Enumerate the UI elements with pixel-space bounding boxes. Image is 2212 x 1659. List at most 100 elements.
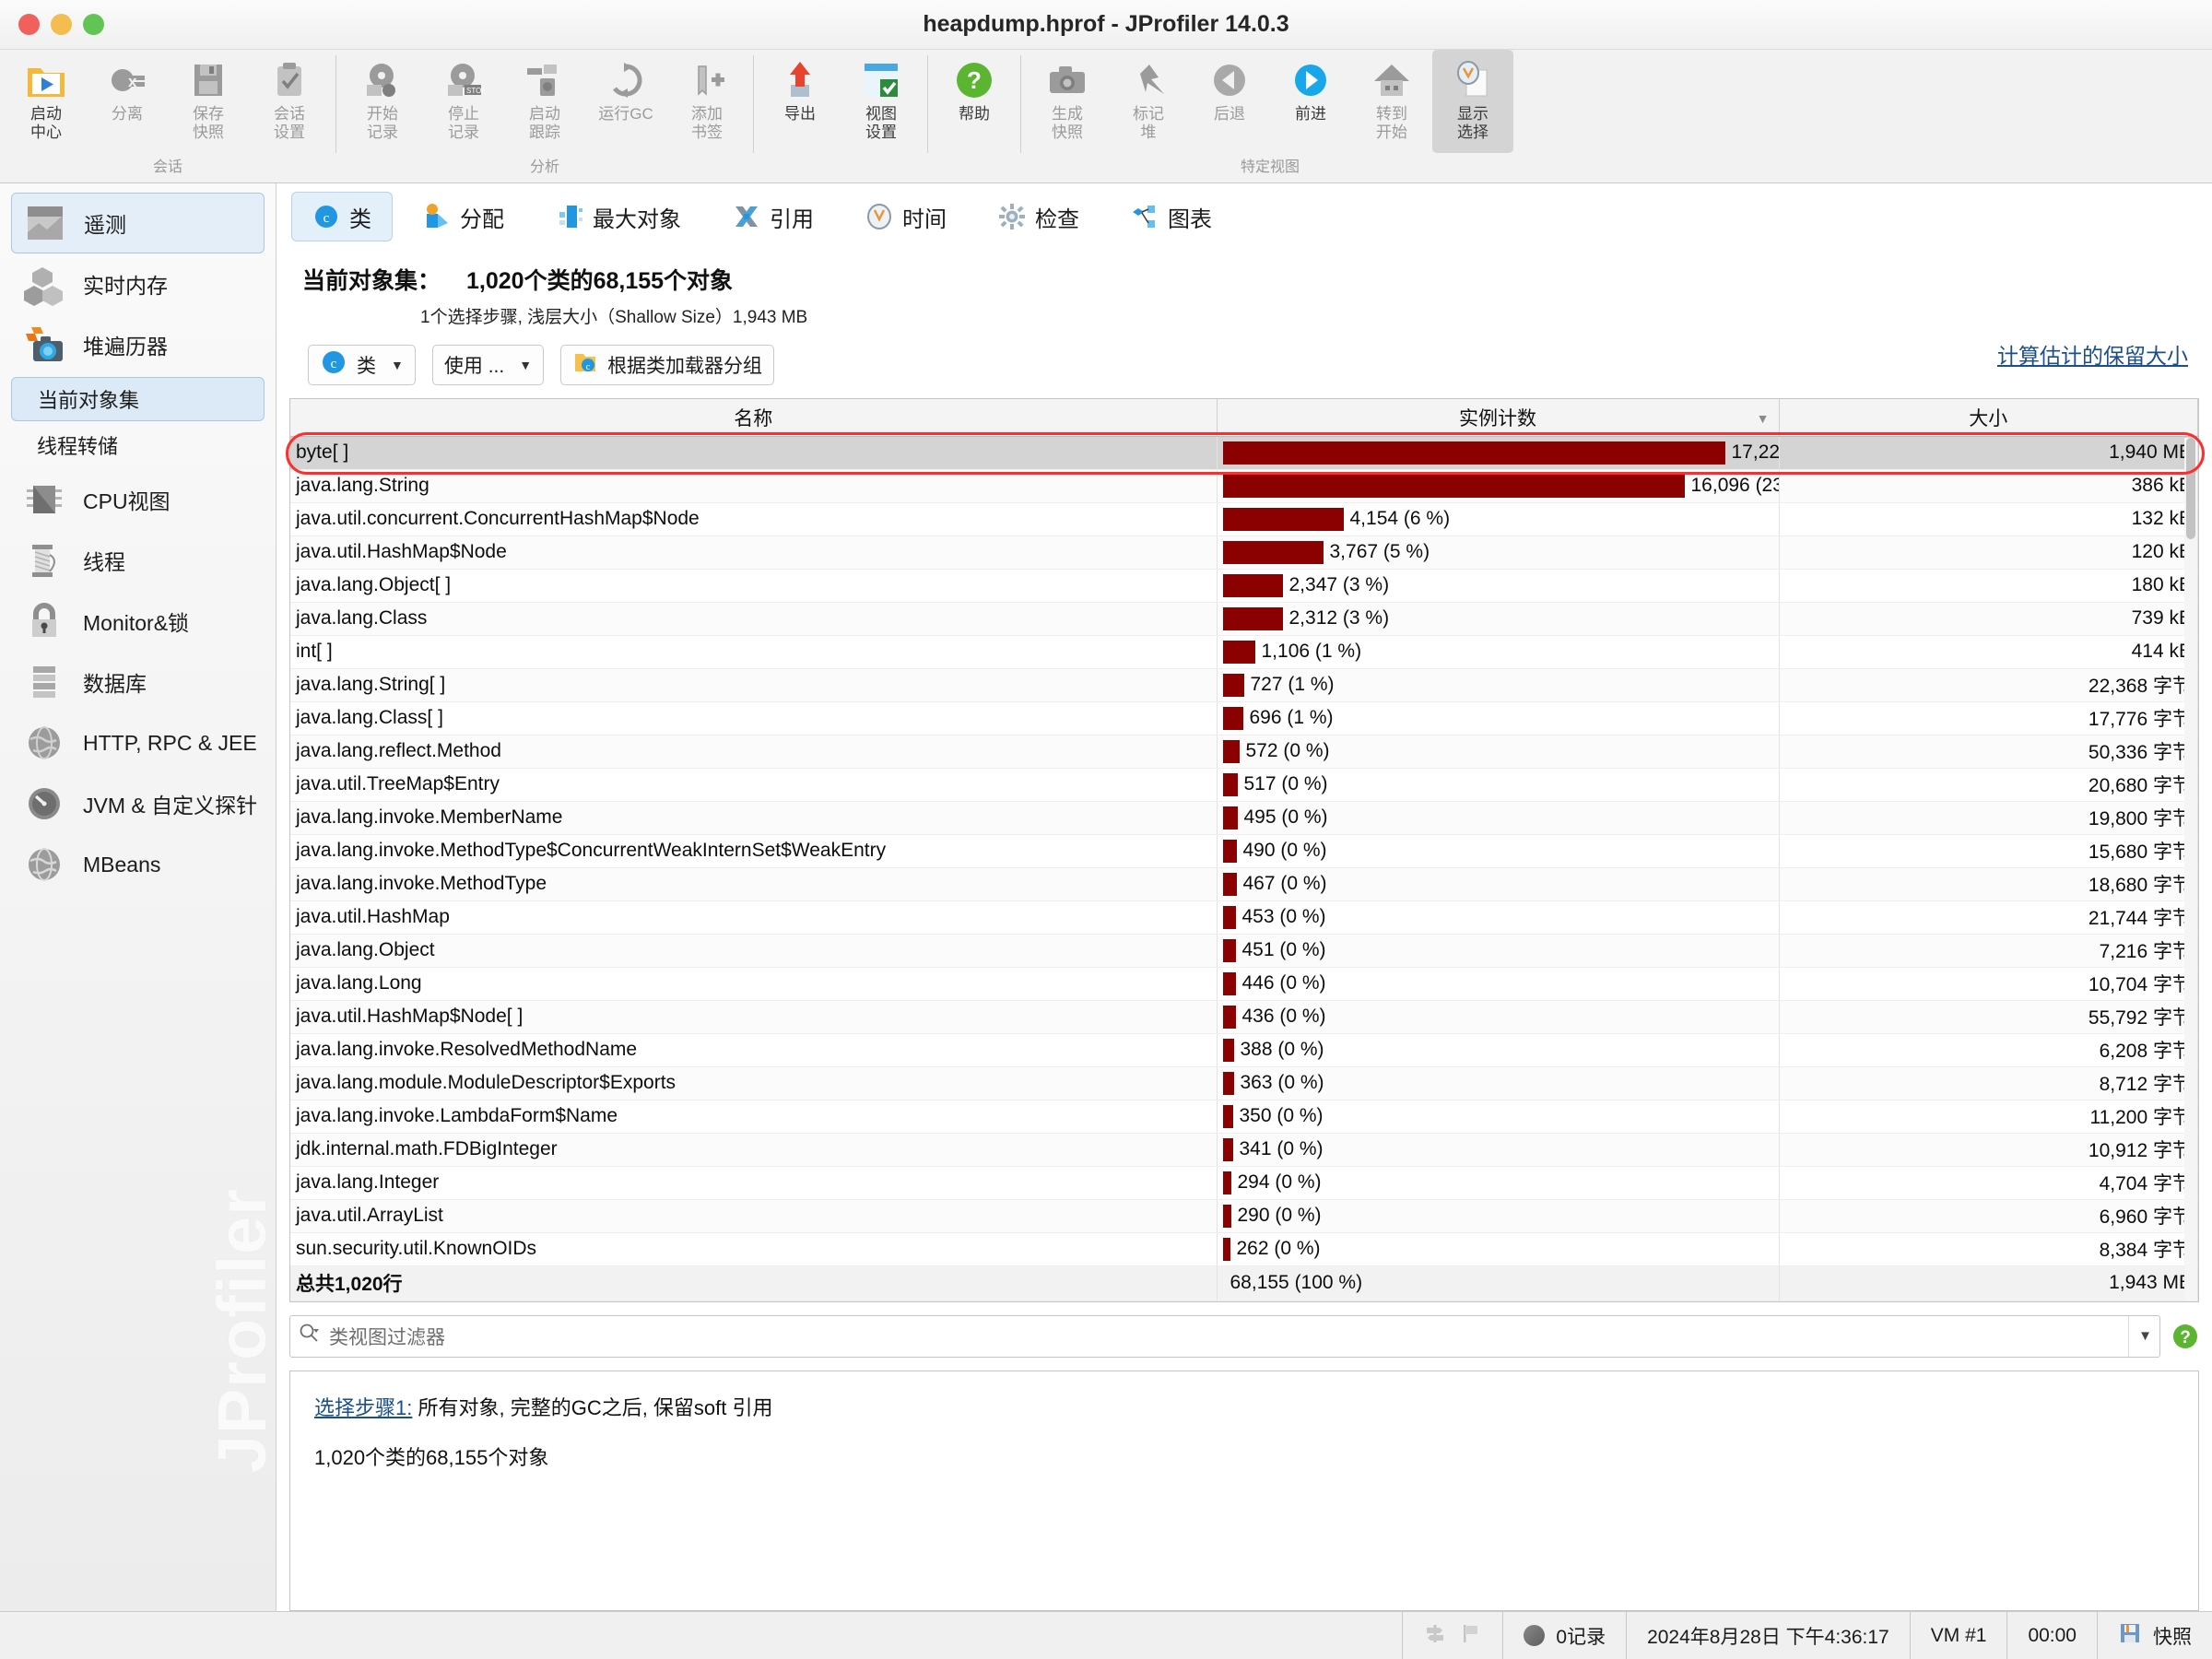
toolbar-button-run-gc[interactable]: 运行GC <box>585 50 666 153</box>
class-filter-input[interactable]: 类视图过滤器 <box>329 1326 445 1348</box>
table-row[interactable]: int[ ] 1,106 (1 %) 414 kB <box>290 635 2198 669</box>
toolbar-button-forward-arrow[interactable]: 前进 <box>1270 50 1351 153</box>
sidebar-item-5[interactable]: CPU视图 <box>11 469 265 530</box>
cell-instance-count: 290 (0 %) <box>1217 1199 1780 1233</box>
cell-instance-count: 572 (0 %) <box>1217 735 1780 769</box>
cell-size: 50,336 字节 <box>1779 735 2198 769</box>
table-row[interactable]: java.util.HashMap 453 (0 %) 21,744 字节 <box>290 900 2198 935</box>
sidebar-item-2[interactable]: 堆遍历器 <box>11 314 265 375</box>
save-snapshot-icon <box>187 59 229 101</box>
table-row[interactable]: java.util.HashMap$Node[ ] 436 (0 %) 55,792… <box>290 1000 2198 1034</box>
svg-text:?: ? <box>967 66 982 94</box>
tab-inspections[interactable]: 检查 <box>977 192 1100 241</box>
sidebar-item-1[interactable]: 实时内存 <box>11 253 265 314</box>
signpost-icon[interactable] <box>1423 1621 1447 1651</box>
table-scrollbar-thumb[interactable] <box>2186 438 2195 539</box>
table-row[interactable]: java.lang.Integer 294 (0 %) 4,704 字节 <box>290 1166 2198 1200</box>
table-row[interactable]: java.util.ArrayList 290 (0 %) 6,960 字节 <box>290 1199 2198 1233</box>
toolbar-button-start-recording[interactable]: 开始 记录 <box>342 50 423 153</box>
help-icon[interactable]: ? <box>2171 1323 2199 1350</box>
instance-count-bar <box>1222 706 1243 730</box>
table-row[interactable]: jdk.internal.math.FDBigInteger 341 (0 %) 1… <box>290 1133 2198 1167</box>
table-header-row: 名称 实例计数 ▼ 大小 <box>290 399 2198 437</box>
sidebar-item-9[interactable]: HTTP, RPC & JEE <box>11 712 265 773</box>
cell-class-name: java.lang.reflect.Method <box>290 735 1218 769</box>
toolbar-button-detach[interactable]: x 分离 <box>87 50 168 153</box>
table-row[interactable]: java.lang.invoke.MethodType 467 (0 %) 18,6… <box>290 867 2198 901</box>
sidebar-item-10[interactable]: JVM & 自定义探针 <box>11 773 265 834</box>
toolbar-button-export[interactable]: 导出 <box>759 50 841 153</box>
table-row[interactable]: java.util.TreeMap$Entry 517 (0 %) 20,680 字… <box>290 768 2198 802</box>
instance-count-bar <box>1222 1071 1234 1095</box>
table-row[interactable]: java.lang.String 16,096 (23 %)386 kB <box>290 469 2198 503</box>
toolbar-button-show-selection[interactable]: 显示 选择 <box>1432 50 1513 153</box>
sidebar-item-label: 线程转储 <box>37 435 119 458</box>
sidebar-item-7[interactable]: Monitor&锁 <box>11 591 265 652</box>
cell-class-name: java.util.concurrent.ConcurrentHashMap$N… <box>290 502 1218 536</box>
column-header-count[interactable]: 实例计数 ▼ <box>1217 399 1780 437</box>
table-row[interactable]: java.util.concurrent.ConcurrentHashMap$N… <box>290 502 2198 536</box>
object-set-control-0[interactable]: c 类 ▼ <box>308 345 416 385</box>
tab-biggest-objects[interactable]: 最大对象 <box>535 192 702 241</box>
table-row[interactable]: byte[ ] 17,223 (25 %)1,940 MB <box>290 436 2198 470</box>
table-row[interactable]: java.lang.Object 451 (0 %) 7,216 字节 <box>290 934 2198 968</box>
table-row[interactable]: java.lang.invoke.ResolvedMethodName 388 (… <box>290 1033 2198 1067</box>
table-row[interactable]: java.lang.invoke.MemberName 495 (0 %) 19,8… <box>290 801 2198 835</box>
table-row[interactable]: java.lang.Long 446 (0 %) 10,704 字节 <box>290 967 2198 1001</box>
sidebar-item-6[interactable]: 线程 <box>11 530 265 591</box>
sidebar-subitem-4[interactable]: 线程转储 <box>11 423 265 467</box>
object-set-control-1[interactable]: 使用 ... ▼ <box>431 345 545 385</box>
toolbar-button-camera[interactable]: 生成 快照 <box>1027 50 1108 153</box>
minimize-window-button[interactable] <box>51 14 72 35</box>
instance-count-bar <box>1222 905 1236 929</box>
toolbar-button-back-arrow[interactable]: 后退 <box>1189 50 1270 153</box>
close-window-button[interactable] <box>18 14 40 35</box>
toolbar-button-home[interactable]: 转到 开始 <box>1351 50 1432 153</box>
toolbar-button-view-settings[interactable]: 视图 设置 <box>841 50 922 153</box>
toolbar-button-start-tracking[interactable]: 启动 跟踪 <box>504 50 585 153</box>
tab-graph[interactable]: 图表 <box>1110 192 1233 241</box>
calculate-retained-size-link[interactable]: 计算估计的保留大小 <box>1997 344 2188 368</box>
table-row[interactable]: java.lang.Class 2,312 (3 %) 739 kB <box>290 602 2198 636</box>
class-filter-box[interactable]: 类视图过滤器 ▼ <box>289 1314 2160 1358</box>
chevron-down-icon[interactable]: ▼ <box>2128 1315 2152 1357</box>
table-row[interactable]: sun.security.util.KnownOIDs 262 (0 %) 8,38… <box>290 1232 2198 1266</box>
table-row[interactable]: java.lang.invoke.LambdaForm$Name 350 (0 %… <box>290 1100 2198 1134</box>
toolbar-button-folder-play[interactable]: 启动 中心 <box>6 50 87 153</box>
snapshot-cell[interactable]: 快照 <box>2097 1612 2212 1659</box>
column-header-name[interactable]: 名称 <box>290 399 1218 437</box>
toolbar-button-save-snapshot[interactable]: 保存 快照 <box>168 50 249 153</box>
column-header-size[interactable]: 大小 <box>1779 399 2198 437</box>
table-row[interactable]: java.util.HashMap$Node 3,767 (5 %) 120 kB <box>290 535 2198 570</box>
tab-allocations[interactable]: 分配 <box>402 192 525 241</box>
object-set-control-2[interactable]: c 根据类加载器分组 <box>560 345 775 385</box>
table-scrollbar[interactable] <box>2184 438 2197 1300</box>
table-row[interactable]: java.lang.reflect.Method 572 (0 %) 50,336 … <box>290 735 2198 769</box>
cell-class-name: java.util.HashMap$Node[ ] <box>290 1000 1218 1034</box>
toolbar-button-stop-recording[interactable]: STOP 停止 记录 <box>423 50 504 153</box>
forward-arrow-icon <box>1289 59 1332 101</box>
sidebar-subitem-3[interactable]: 当前对象集 <box>11 377 265 421</box>
table-row[interactable]: java.lang.invoke.MethodType$ConcurrentWe… <box>290 834 2198 868</box>
sidebar-item-11[interactable]: MBeans <box>11 834 265 895</box>
table-row[interactable]: java.lang.Class[ ] 696 (1 %) 17,776 字节 <box>290 701 2198 735</box>
cell-size: 8,384 字节 <box>1779 1232 2198 1266</box>
sidebar-item-8[interactable]: 数据库 <box>11 652 265 712</box>
table-row[interactable]: java.lang.Object[ ] 2,347 (3 %) 180 kB <box>290 569 2198 603</box>
tab-references[interactable]: 引用 <box>712 192 835 241</box>
toolbar-button-pin[interactable]: 标记 堆 <box>1108 50 1189 153</box>
cell-instance-count: 490 (0 %) <box>1217 834 1780 868</box>
selection-step-link[interactable]: 选择步骤1: <box>314 1395 413 1419</box>
cell-class-name: java.lang.String[ ] <box>290 668 1218 702</box>
toolbar-button-help[interactable]: ? 帮助 <box>934 50 1015 153</box>
table-row[interactable]: java.lang.String[ ] 727 (1 %) 22,368 字节 <box>290 668 2198 702</box>
toolbar-button-session-settings[interactable]: 会话 设置 <box>249 50 330 153</box>
session-settings-icon <box>268 59 311 101</box>
table-row[interactable]: java.lang.module.ModuleDescriptor$Export… <box>290 1066 2198 1100</box>
maximize-window-button[interactable] <box>83 14 104 35</box>
flag-icon[interactable] <box>1458 1621 1482 1651</box>
sidebar-item-0[interactable]: 遥测 <box>11 193 265 253</box>
tab-time[interactable]: 时间 <box>844 192 968 241</box>
toolbar-button-add-bookmark[interactable]: 添加 书签 <box>666 50 747 153</box>
